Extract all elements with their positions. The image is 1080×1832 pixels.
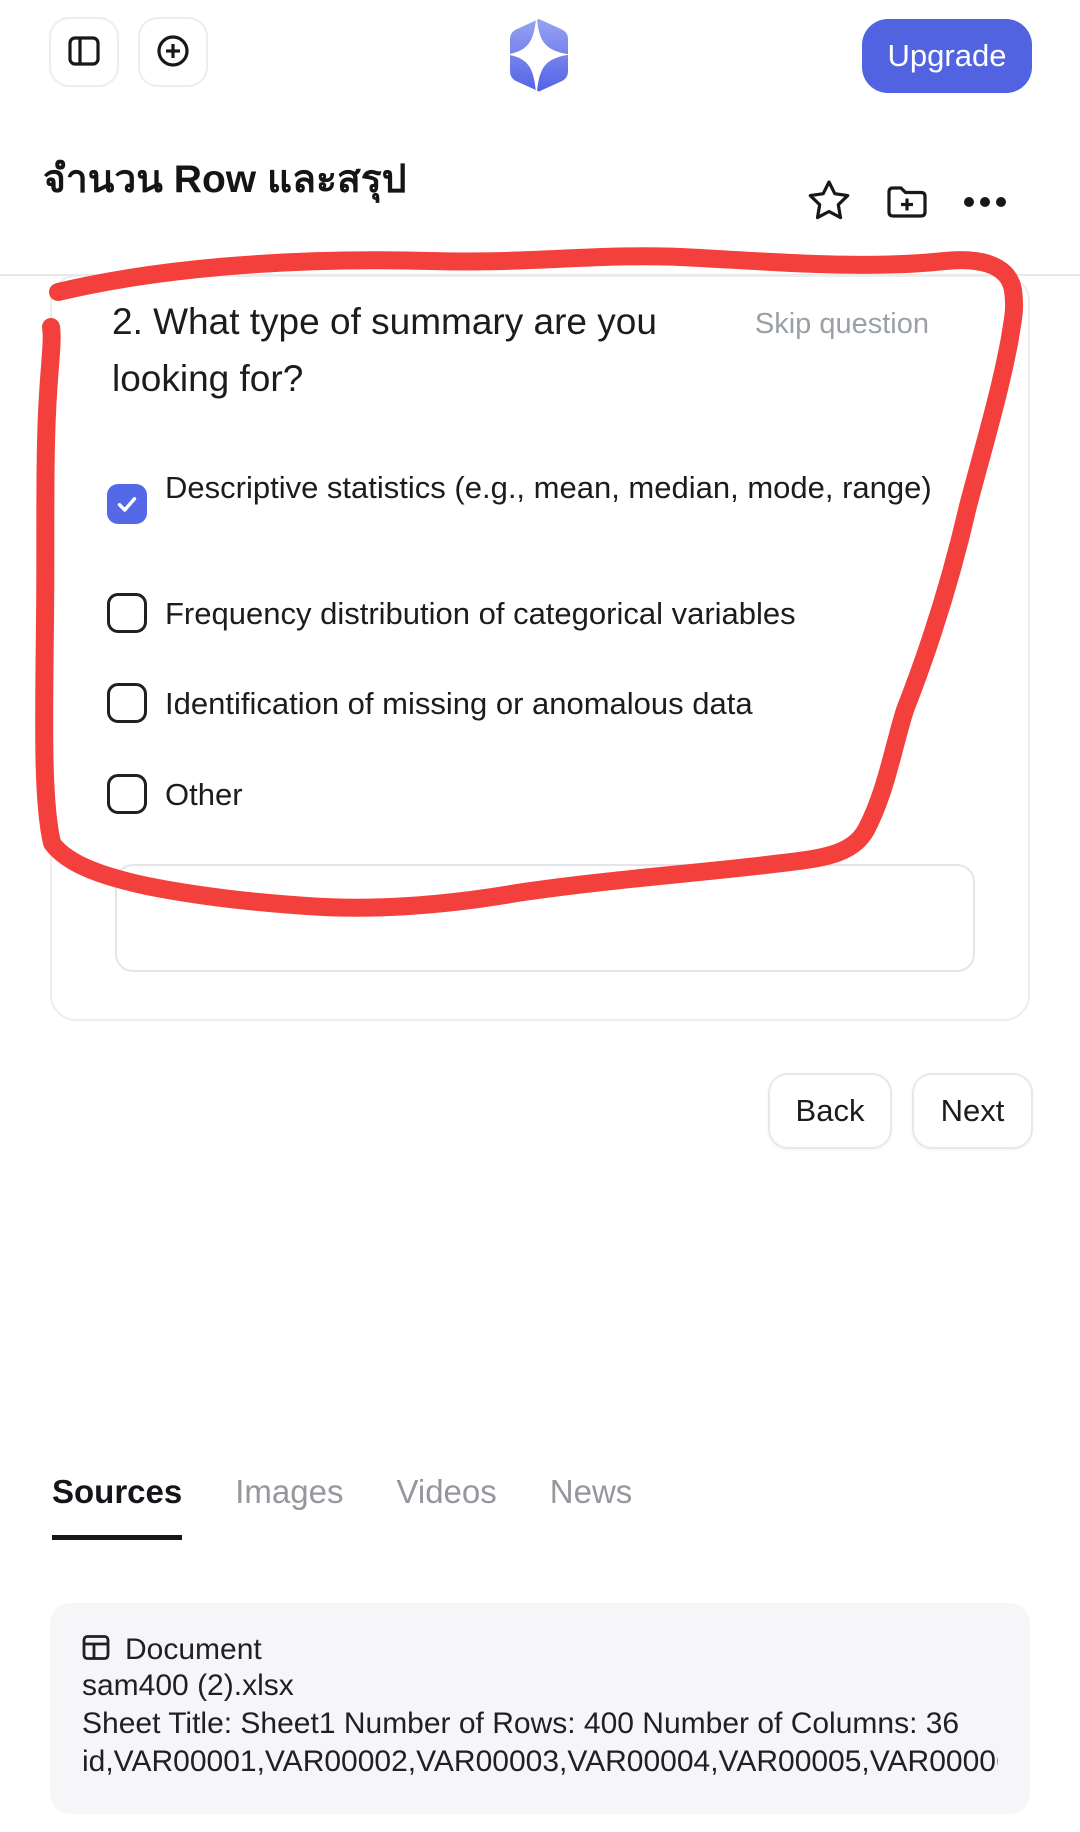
tab-sources[interactable]: Sources (52, 1473, 183, 1540)
option-label: Other (165, 777, 243, 812)
checkbox-missing-anomalous-data[interactable] (107, 683, 147, 723)
source-type-label: Document (125, 1633, 262, 1666)
favorite-button[interactable] (806, 178, 852, 224)
option-label: Frequency distribution of categorical va… (165, 596, 796, 631)
checkbox-other[interactable] (107, 774, 147, 814)
checkbox-descriptive-statistics[interactable] (107, 484, 147, 524)
sidebar-toggle-button[interactable] (49, 17, 119, 87)
add-to-folder-button[interactable] (884, 180, 930, 226)
sider-sparkle-logo (503, 15, 575, 101)
tab-images[interactable]: Images (235, 1473, 343, 1540)
survey-question-card: 2. What type of summary are you looking … (50, 275, 1030, 1021)
plus-circle-icon (155, 33, 191, 72)
ellipsis-icon (963, 196, 1007, 211)
source-sheet-info: Sheet Title: Sheet1 Number of Rows: 400 … (82, 1707, 960, 1740)
panel-left-icon (66, 33, 102, 72)
skip-question-button[interactable]: Skip question (749, 307, 935, 342)
folder-plus-icon (884, 181, 930, 226)
back-button[interactable]: Back (768, 1073, 892, 1149)
option-label: Identification of missing or anomalous d… (165, 686, 753, 721)
source-document-card[interactable]: Document sam400 (2).xlsx Sheet Title: Sh… (50, 1603, 1030, 1814)
source-file-name: sam400 (2).xlsx (82, 1669, 294, 1702)
tab-videos[interactable]: Videos (396, 1473, 496, 1540)
option-label: Descriptive statistics (e.g., mean, medi… (165, 470, 932, 505)
tab-news[interactable]: News (550, 1473, 633, 1540)
check-icon (117, 497, 137, 512)
results-tab-bar: Sources Images Videos News (52, 1473, 632, 1540)
source-columns-preview: id,VAR00001,VAR00002,VAR00003,VAR00004,V… (82, 1745, 998, 1778)
question-text: 2. What type of summary are you looking … (112, 301, 657, 399)
page-title: จำนวน Row และสรุป (43, 158, 407, 201)
new-chat-button[interactable] (138, 17, 208, 87)
other-answer-input[interactable] (115, 864, 975, 972)
upgrade-button[interactable]: Upgrade (862, 19, 1032, 93)
more-options-button[interactable] (962, 180, 1008, 226)
table-icon (82, 1634, 110, 1666)
checkbox-frequency-distribution[interactable] (107, 593, 147, 633)
star-icon (806, 178, 852, 225)
next-button[interactable]: Next (912, 1073, 1033, 1149)
